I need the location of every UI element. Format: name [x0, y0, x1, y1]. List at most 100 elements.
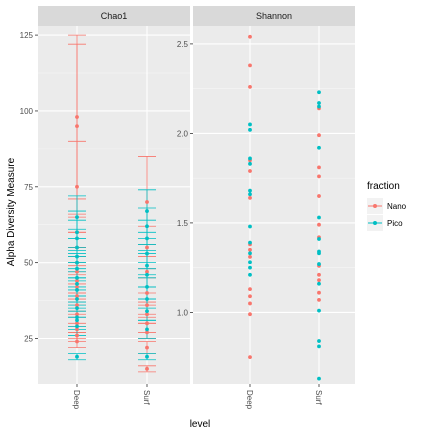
data-point-pico	[145, 209, 149, 213]
data-point-nano	[248, 355, 252, 360]
data-point-pico	[317, 339, 321, 343]
data-point-nano	[317, 174, 321, 179]
data-point-nano	[145, 269, 149, 274]
data-point-pico	[75, 254, 79, 259]
data-point-nano	[75, 278, 79, 283]
data-point-nano	[317, 165, 321, 170]
data-point-pico	[317, 101, 321, 105]
data-point-pico	[317, 281, 321, 286]
data-point-nano	[145, 291, 149, 295]
legend-key-pico: Pico	[367, 215, 403, 231]
data-point-pico	[145, 251, 149, 256]
data-point-nano	[248, 195, 252, 200]
data-point-pico	[248, 156, 252, 161]
data-point-nano	[317, 272, 321, 277]
data-point-pico	[75, 266, 79, 271]
data-point-pico	[75, 236, 79, 241]
y-tick-label: 1.5	[177, 219, 189, 228]
data-point-nano	[317, 278, 321, 283]
data-point-pico	[317, 90, 321, 95]
data-point-nano	[248, 169, 252, 173]
data-point-pico	[145, 297, 149, 301]
y-tick-label: 100	[20, 107, 34, 116]
data-point-nano	[145, 303, 149, 308]
data-point-nano	[145, 312, 149, 317]
data-point-pico	[317, 237, 321, 241]
data-point-pico	[248, 272, 252, 277]
data-point-nano	[145, 245, 149, 250]
data-point-pico	[145, 236, 149, 241]
legend-label-pico: Pico	[387, 219, 403, 228]
data-point-pico	[317, 145, 321, 150]
data-point-nano	[248, 84, 252, 89]
y-tick-label: 50	[24, 259, 33, 268]
data-point-nano	[145, 366, 149, 371]
data-point-pico	[145, 354, 149, 359]
data-point-nano	[75, 115, 79, 119]
y-tick-label: 1.0	[177, 308, 189, 317]
data-point-pico	[317, 308, 321, 313]
data-point-nano	[248, 294, 252, 299]
legend: fraction Nano Pico	[367, 181, 407, 231]
data-point-nano	[75, 303, 79, 308]
data-point-pico	[248, 127, 252, 132]
legend-key-nano: Nano	[367, 198, 407, 214]
data-point-pico	[75, 324, 79, 329]
panel-strip	[193, 6, 355, 26]
panel-shannon: Shannon 1.0 1.5 2.0 2.5 Deep Surf	[177, 6, 355, 410]
legend-title: fraction	[367, 181, 400, 192]
data-point-pico	[248, 192, 252, 197]
data-point-nano	[145, 200, 149, 204]
data-point-nano	[248, 301, 252, 306]
y-tick-label: 125	[20, 31, 34, 40]
x-tick-label-surf: Surf	[142, 390, 151, 405]
data-point-nano	[75, 269, 79, 274]
data-point-pico	[75, 354, 79, 359]
data-point-pico	[317, 104, 321, 109]
data-point-nano	[248, 63, 252, 68]
panel-strip-title: Shannon	[256, 11, 292, 21]
y-tick-label: 2.5	[177, 40, 189, 49]
data-point-pico	[145, 327, 149, 332]
data-point-nano	[317, 222, 321, 227]
data-point-nano	[317, 297, 321, 302]
data-point-pico	[317, 215, 321, 220]
panel-strip-title: Chao1	[101, 11, 128, 21]
y-axis-title: Alpha Diversity Measure	[6, 157, 17, 266]
data-point-pico	[248, 251, 252, 256]
y-tick-label: 2.0	[177, 129, 189, 138]
data-point-pico	[248, 161, 252, 166]
data-point-pico	[75, 297, 79, 301]
data-point-nano	[145, 321, 149, 326]
data-point-nano	[75, 285, 79, 289]
data-point-pico	[248, 188, 252, 193]
data-point-pico	[248, 122, 252, 127]
y-tick-label: 25	[24, 334, 33, 343]
panel-chao1: Chao1 25 50 75 100 125 Deep Surf	[20, 6, 190, 410]
data-point-nano	[75, 124, 79, 129]
data-point-nano	[248, 287, 252, 292]
data-point-pico	[248, 260, 252, 265]
data-point-pico	[248, 265, 252, 270]
data-point-pico	[75, 315, 79, 320]
data-point-pico	[145, 309, 149, 314]
panel-strip	[38, 6, 190, 26]
data-point-nano	[317, 133, 321, 138]
data-point-pico	[75, 281, 79, 286]
x-tick-label-deep: Deep	[245, 390, 254, 410]
data-point-pico	[317, 251, 321, 256]
legend-label-nano: Nano	[387, 202, 407, 211]
data-point-nano	[145, 330, 149, 335]
data-point-pico	[75, 260, 79, 265]
data-point-pico	[75, 318, 79, 323]
data-point-nano	[317, 194, 321, 198]
data-point-pico	[75, 275, 79, 280]
data-point-nano	[75, 327, 79, 332]
panel-background	[38, 26, 190, 384]
data-point-pico	[317, 376, 321, 381]
legend-key-point	[373, 221, 377, 225]
data-point-pico	[145, 224, 149, 229]
x-axis-title: level	[190, 419, 211, 430]
data-point-nano	[248, 34, 252, 39]
